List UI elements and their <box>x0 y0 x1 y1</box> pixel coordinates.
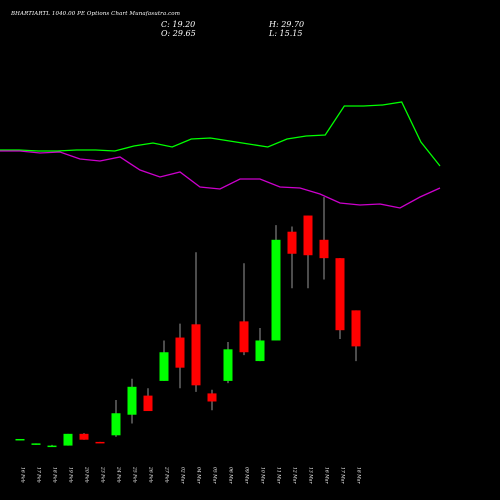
x-tick-label: 05 Mar <box>212 467 218 484</box>
candle <box>351 310 361 362</box>
x-tick-label: 27 Feb <box>164 466 170 483</box>
candle-body-up <box>31 443 41 445</box>
x-tick-label: 18 Mar <box>356 467 362 484</box>
candle <box>63 433 73 446</box>
candle-body-down <box>303 215 313 256</box>
x-tick-label: 16 Mar <box>324 467 330 484</box>
candle-body-up <box>47 445 57 448</box>
x-tick-label: 11 Mar <box>276 467 282 484</box>
candle <box>15 438 25 441</box>
green-indicator-line <box>0 101 441 167</box>
candle-body-down <box>335 258 345 331</box>
magenta-indicator-line <box>0 150 441 209</box>
candle-body-up <box>271 239 281 341</box>
close-value: C: 19.20 <box>161 20 196 29</box>
x-tick-label: 12 Mar <box>292 467 298 484</box>
candle-body-down <box>351 310 361 347</box>
candle-body-down <box>175 337 185 368</box>
candle-body-up <box>63 433 73 446</box>
candle-body-down <box>191 324 201 386</box>
candle <box>255 327 265 362</box>
low-value: L: 15.15 <box>269 29 303 38</box>
candle <box>303 215 313 289</box>
candle <box>79 433 89 440</box>
candle-body-up <box>159 352 169 381</box>
candle <box>223 341 233 384</box>
high-value: H: 29.70 <box>269 20 305 29</box>
candle-body-up <box>223 349 233 381</box>
candle-body-down <box>319 239 329 259</box>
candle <box>191 252 201 392</box>
x-tick-label: 16 Feb <box>20 467 26 483</box>
candle-body-up <box>255 340 265 362</box>
x-tick-label: 10 Mar <box>260 467 266 484</box>
x-tick-label: 26 Feb <box>148 466 154 483</box>
x-tick-label: 18 Feb <box>52 467 58 483</box>
x-tick-label: 25 Feb <box>132 466 138 483</box>
x-tick-label: 17 Feb <box>36 467 42 483</box>
candle <box>207 389 217 411</box>
candle-body-up <box>15 438 25 441</box>
candle <box>111 400 121 437</box>
x-tick-label: 13 Mar <box>308 467 314 484</box>
x-tick-label: 19 Feb <box>68 467 74 483</box>
x-tick-label: 09 Mar <box>244 467 250 484</box>
candle <box>271 225 281 341</box>
candle <box>127 378 137 424</box>
chart-title: BHARTIARTL 1040.00 PE Options Chart Muna… <box>11 11 181 17</box>
candle <box>95 441 105 444</box>
candle-body-down <box>287 231 297 254</box>
x-tick-label: 17 Mar <box>340 467 346 484</box>
candle-body-down <box>207 393 217 402</box>
candle <box>159 340 169 381</box>
candle <box>287 226 297 289</box>
x-tick-label: 20 Feb <box>84 466 90 483</box>
x-tick-label: 02 Mar <box>180 467 186 484</box>
candle <box>239 263 249 356</box>
candle-body-down <box>95 441 105 444</box>
candle-body-down <box>239 321 249 353</box>
candle <box>335 258 345 340</box>
x-tick-label: 06 Mar <box>228 467 234 484</box>
candle-body-up <box>127 386 137 415</box>
candle <box>319 197 329 280</box>
open-value: O: 29.65 <box>161 29 196 38</box>
candle-body-down <box>79 433 89 440</box>
candle <box>31 443 41 445</box>
x-tick-label: 24 Feb <box>116 466 122 483</box>
candle <box>175 323 185 389</box>
candle <box>47 444 57 448</box>
candle-body-up <box>111 413 121 436</box>
candle <box>143 388 153 412</box>
candle-body-down <box>143 395 153 412</box>
x-tick-label: 23 Feb <box>100 466 106 483</box>
x-tick-label: 04 Mar <box>196 467 202 484</box>
